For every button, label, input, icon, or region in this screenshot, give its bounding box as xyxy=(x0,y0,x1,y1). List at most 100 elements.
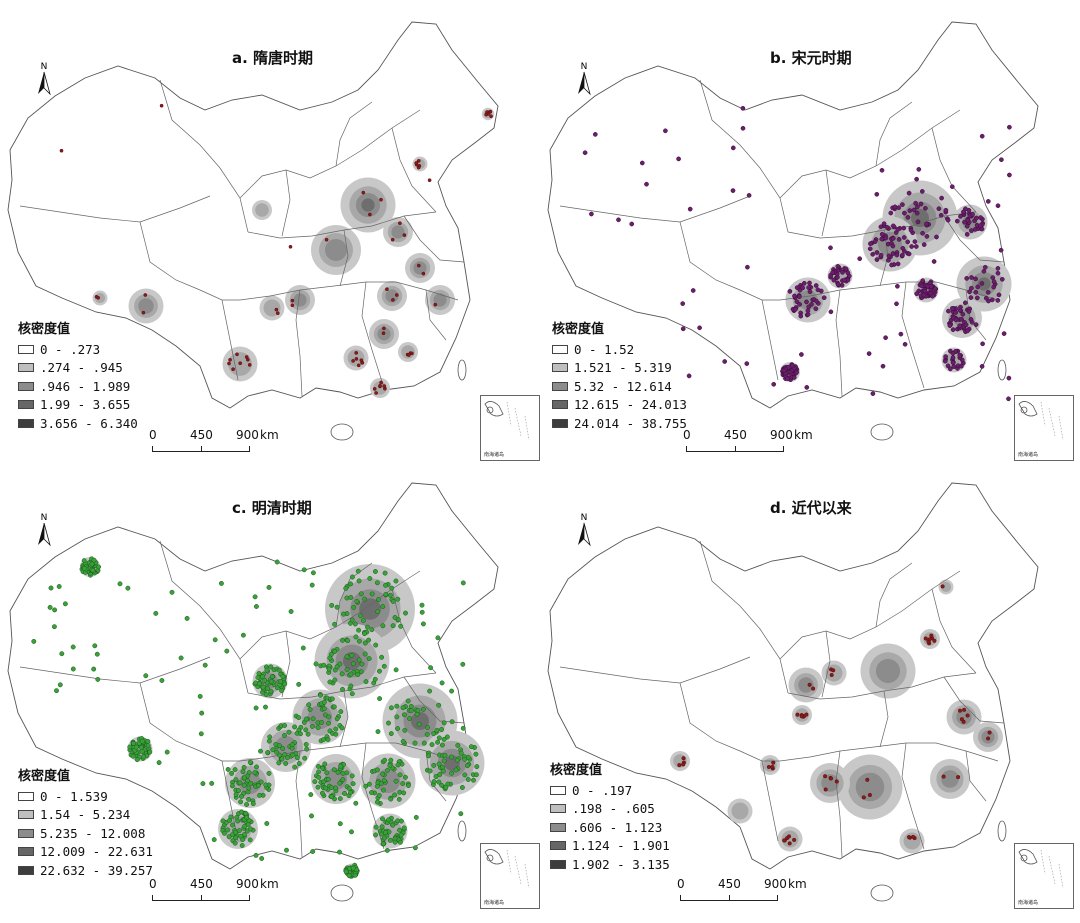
inset-map-icon xyxy=(484,849,530,889)
site-point xyxy=(361,190,366,195)
site-point xyxy=(388,705,394,711)
site-point xyxy=(690,288,696,293)
site-point xyxy=(394,714,400,720)
site-point xyxy=(805,312,811,317)
site-point xyxy=(900,252,905,258)
site-point xyxy=(870,391,876,396)
site-point xyxy=(57,682,63,688)
site-point xyxy=(890,251,896,256)
province-boundary xyxy=(779,109,961,199)
site-point xyxy=(938,212,944,218)
site-point xyxy=(473,751,479,757)
site-point xyxy=(388,796,394,802)
site-point xyxy=(441,720,447,726)
scale-label: 0 xyxy=(149,428,157,442)
north-arrow-half xyxy=(578,523,584,545)
scale-label: km xyxy=(794,428,813,442)
site-point xyxy=(159,103,164,108)
site-point xyxy=(947,323,953,328)
site-point xyxy=(319,719,325,725)
site-point xyxy=(241,775,247,781)
site-point xyxy=(940,584,945,589)
site-point xyxy=(874,257,880,262)
site-point xyxy=(870,251,876,257)
legend-label: .606 - 1.123 xyxy=(572,819,663,835)
province-boundary xyxy=(875,562,913,628)
site-point xyxy=(70,666,76,672)
site-point xyxy=(267,734,273,740)
site-point xyxy=(337,661,343,667)
density-ring xyxy=(413,261,427,275)
site-point xyxy=(434,727,440,733)
site-point xyxy=(316,769,322,775)
site-point xyxy=(402,727,408,733)
site-point xyxy=(919,283,925,289)
china-map-a: N xyxy=(7,21,499,441)
scale-label: 900 xyxy=(764,877,787,891)
province-boundary xyxy=(221,299,239,381)
site-point xyxy=(350,781,356,787)
legend-label: 1.124 - 1.901 xyxy=(572,838,670,854)
site-point xyxy=(957,352,963,358)
site-point xyxy=(879,167,885,173)
site-point xyxy=(378,781,384,787)
site-point xyxy=(931,259,937,264)
site-point xyxy=(945,217,951,223)
density-ring xyxy=(307,704,333,730)
site-point xyxy=(324,237,329,242)
site-point xyxy=(197,693,203,699)
site-point xyxy=(785,376,791,381)
south-china-sea-inset-d: 南海诸岛 xyxy=(1014,843,1074,909)
site-point xyxy=(436,779,442,785)
legend-row: 0 - 1.539 xyxy=(18,787,153,806)
site-point xyxy=(448,754,454,760)
site-point xyxy=(366,781,372,787)
province-boundary xyxy=(875,101,913,167)
density-ring xyxy=(781,830,799,848)
site-point xyxy=(431,731,437,737)
site-point xyxy=(343,869,349,875)
legend-title-b: 核密度值 xyxy=(552,322,605,337)
site-point xyxy=(117,581,123,587)
site-point xyxy=(402,774,408,780)
legend-swatch xyxy=(550,859,566,869)
site-point xyxy=(321,737,327,743)
site-point xyxy=(957,307,963,313)
site-point xyxy=(263,692,269,697)
site-point xyxy=(145,742,151,748)
site-point xyxy=(393,667,399,673)
site-point xyxy=(240,632,246,638)
site-point xyxy=(781,368,787,373)
site-point xyxy=(283,761,289,766)
site-point xyxy=(429,742,435,748)
scale-label: 900 xyxy=(236,428,259,442)
site-point xyxy=(883,235,889,241)
site-point xyxy=(965,328,970,334)
site-point xyxy=(828,245,833,251)
site-point xyxy=(349,617,355,623)
north-label: N xyxy=(41,62,48,72)
site-point xyxy=(231,367,235,372)
site-point xyxy=(89,561,95,567)
site-point xyxy=(310,849,316,854)
legend-label: 0 - 1.52 xyxy=(574,341,635,357)
site-point xyxy=(139,748,145,754)
site-point xyxy=(349,773,355,779)
legend-row: .198 - .605 xyxy=(550,800,670,819)
legend-row: 22.632 - 39.257 xyxy=(18,861,153,880)
site-point xyxy=(369,790,374,795)
site-point xyxy=(156,760,162,766)
site-point xyxy=(59,651,65,657)
site-point xyxy=(270,747,276,753)
site-point xyxy=(145,738,151,744)
site-point xyxy=(369,591,375,597)
province-boundary xyxy=(281,169,291,237)
site-point xyxy=(329,794,335,800)
site-point xyxy=(799,352,804,357)
site-point xyxy=(332,649,338,654)
legend-c: 核密度值 0 - 1.539 1.54 - 5.234 5.235 - 12.0… xyxy=(18,765,153,880)
site-point xyxy=(460,580,466,586)
site-point xyxy=(290,298,295,303)
site-point xyxy=(393,778,399,784)
island xyxy=(457,820,467,842)
